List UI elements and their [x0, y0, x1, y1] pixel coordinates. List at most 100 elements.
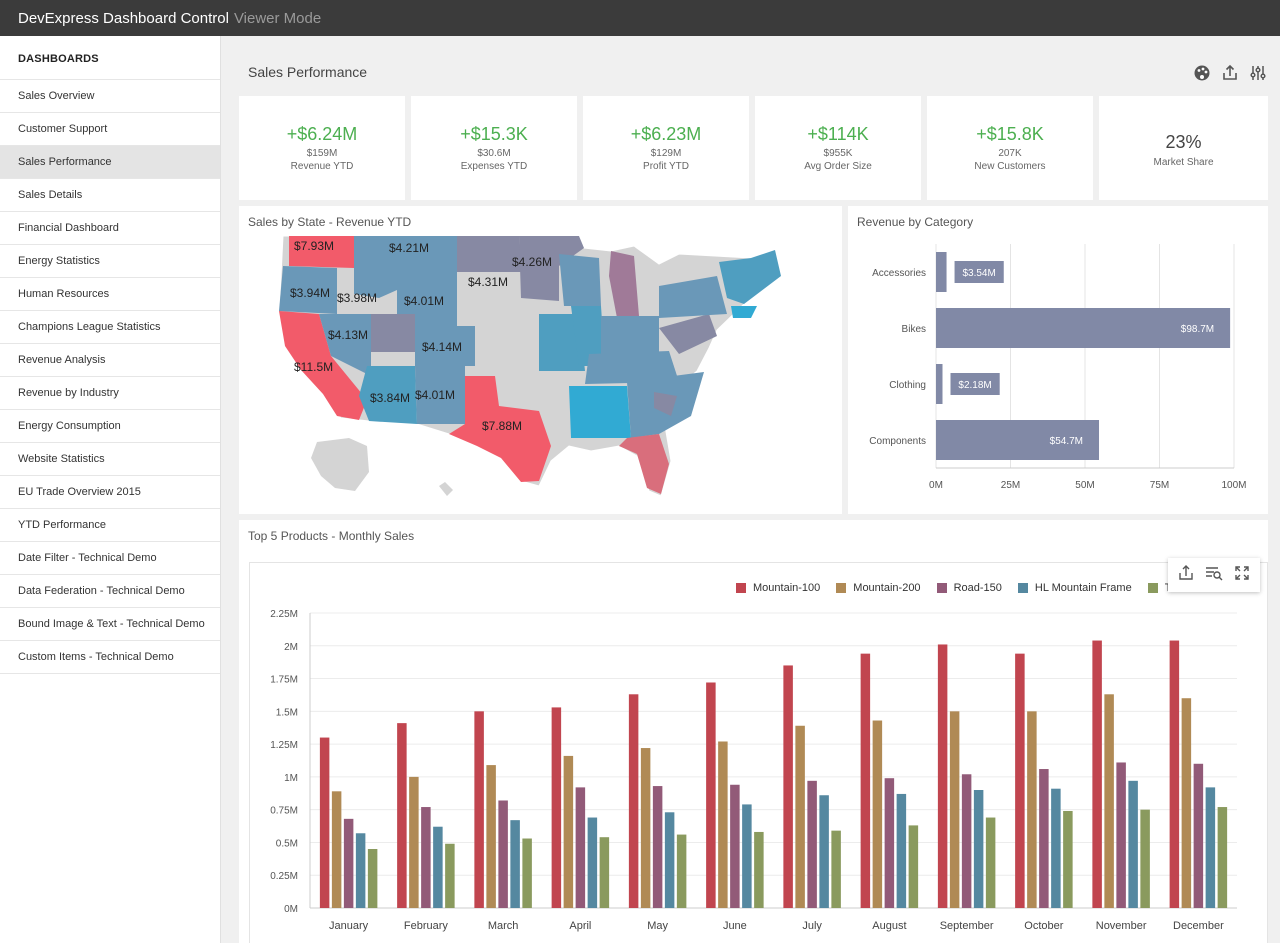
category-chart[interactable]: 0M 25M 50M 75M 100M Accessories $3.54M Bikes $98…	[848, 206, 1268, 514]
x-tick-label: August	[872, 920, 906, 932]
y-tick-label: 0M	[284, 904, 298, 915]
kpi-card[interactable]: +$15.3K $30.6M Expenses YTD	[411, 96, 577, 200]
product-bar	[522, 838, 532, 908]
kpi-delta: +$15.8K	[976, 124, 1044, 144]
legend-item[interactable]: Mountain-100	[736, 582, 820, 594]
sidebar-item-energy-consumption[interactable]: Energy Consumption	[0, 410, 220, 443]
map-label: $7.88M	[482, 419, 523, 433]
filter-icon[interactable]	[1205, 565, 1223, 586]
product-bar	[1193, 763, 1204, 908]
products-chart[interactable]: 0M 0.25M 0.5M 0.75M 1M 1.25M 1.5M 1.75M 2M 2.25M J…	[239, 520, 1268, 943]
product-bar	[587, 817, 598, 908]
kpi-card[interactable]: +$6.23M $129M Profit YTD	[583, 96, 749, 200]
maximize-icon[interactable]	[1234, 565, 1250, 586]
sidebar-item-date-filter-technical-demo[interactable]: Date Filter - Technical Demo	[0, 542, 220, 575]
sidebar-item-sales-details[interactable]: Sales Details	[0, 179, 220, 212]
us-map[interactable]	[239, 206, 842, 514]
kpi-label: Expenses YTD	[460, 161, 528, 172]
state-wisconsin	[559, 254, 601, 306]
sidebar-item-customer-support[interactable]: Customer Support	[0, 113, 220, 146]
legend-swatch	[836, 583, 847, 593]
x-tick-label: December	[1173, 920, 1224, 932]
sidebar-item-custom-items-technical-demo[interactable]: Custom Items - Technical Demo	[0, 641, 220, 674]
kpi-label: Market Share	[1153, 157, 1214, 168]
legend-item[interactable]: Road-150	[936, 582, 1002, 594]
sidebar-item-champions-league-statistics[interactable]: Champions League Statistics	[0, 311, 220, 344]
kpi-card[interactable]: +$114K $955K Avg Order Size	[755, 96, 921, 200]
dashboards-sidebar: DASHBOARDS Sales Overview Customer Suppor…	[0, 36, 221, 943]
legend-label: Mountain-200	[853, 582, 921, 594]
map-title: Sales by State - Revenue YTD	[248, 215, 412, 229]
product-bar	[961, 774, 972, 908]
products-chart-frame	[249, 562, 1268, 943]
export-icon[interactable]	[1178, 564, 1194, 586]
sidebar-item-eu-trade-overview-2015[interactable]: EU Trade Overview 2015	[0, 476, 220, 509]
product-bar	[575, 787, 586, 908]
product-bar	[421, 807, 431, 908]
state-north-dakota	[457, 236, 521, 272]
kpi-label: Avg Order Size	[804, 161, 872, 172]
category-label: Bikes	[902, 324, 926, 335]
kpi-card[interactable]: +$15.8K 207K New Customers	[927, 96, 1093, 200]
sidebar-item-revenue-analysis[interactable]: Revenue Analysis	[0, 344, 220, 377]
sidebar-item-ytd-performance[interactable]: YTD Performance	[0, 509, 220, 542]
x-tick-label: November	[1096, 920, 1147, 932]
product-bar	[355, 833, 366, 908]
x-tick-label: October	[1024, 920, 1063, 932]
product-bar	[1015, 653, 1025, 908]
sidebar-item-human-resources[interactable]: Human Resources	[0, 278, 220, 311]
sidebar-item-sales-performance[interactable]: Sales Performance	[0, 146, 220, 179]
product-bar	[860, 653, 871, 908]
state-kentucky-tn	[585, 351, 679, 384]
kpi-card[interactable]: 23% Market Share	[1099, 96, 1268, 200]
product-bar	[319, 737, 330, 908]
export-icon[interactable]	[1221, 64, 1239, 82]
palette-icon[interactable]	[1193, 64, 1211, 82]
product-bar	[331, 791, 342, 908]
kpi-card[interactable]: +$6.24M $159M Revenue YTD	[239, 96, 405, 200]
product-bar	[409, 776, 419, 908]
sidebar-list: Sales Overview Customer Support Sales Perf…	[0, 80, 220, 674]
map-label: $4.01M	[404, 294, 445, 308]
category-title: Revenue by Category	[857, 215, 974, 229]
sidebar-item-website-statistics[interactable]: Website Statistics	[0, 443, 220, 476]
product-bar	[831, 830, 841, 908]
product-bar	[896, 793, 907, 908]
state-pennsylvania-ny	[659, 276, 727, 318]
product-bar	[1128, 780, 1138, 908]
map-label: $3.98M	[337, 291, 378, 305]
y-tick-label: 1.75M	[270, 675, 298, 686]
product-bar	[718, 741, 728, 908]
product-bar	[1217, 807, 1228, 908]
state-indiana-ohio	[601, 316, 659, 354]
sidebar-item-financial-dashboard[interactable]: Financial Dashboard	[0, 212, 220, 245]
map-label: $4.13M	[328, 328, 369, 342]
sidebar-item-sales-overview[interactable]: Sales Overview	[0, 80, 220, 113]
sidebar-item-bound-image-text-technical-demo[interactable]: Bound Image & Text - Technical Demo	[0, 608, 220, 641]
legend-label: Mountain-100	[753, 582, 821, 594]
kpi-value: $30.6M	[477, 148, 511, 159]
product-bar	[652, 786, 663, 908]
product-bar	[367, 849, 378, 908]
y-tick-label: 2M	[284, 642, 298, 653]
product-bar	[819, 795, 829, 908]
product-bar	[551, 707, 562, 908]
legend-item[interactable]: Mountain-200	[836, 582, 921, 594]
sidebar-item-energy-statistics[interactable]: Energy Statistics	[0, 245, 220, 278]
legend-item[interactable]: HL Mountain Frame	[1017, 582, 1132, 594]
product-bar	[676, 834, 687, 908]
bar-value-label: $98.7M	[1181, 324, 1214, 335]
product-bar	[1027, 711, 1037, 908]
product-bar	[628, 694, 639, 908]
sidebar-item-revenue-by-industry[interactable]: Revenue by Industry	[0, 377, 220, 410]
state-texas	[449, 376, 551, 482]
state-nevada	[319, 314, 371, 376]
x-tick-label: 75M	[1150, 480, 1169, 491]
sidebar-item-data-federation-technical-demo[interactable]: Data Federation - Technical Demo	[0, 575, 220, 608]
x-tick-label: 100M	[1221, 480, 1246, 491]
hawaii-shape	[439, 482, 453, 496]
state-wyoming	[397, 290, 457, 326]
parameters-icon[interactable]	[1249, 64, 1267, 82]
product-bar	[664, 812, 675, 908]
category-bar	[936, 364, 943, 404]
